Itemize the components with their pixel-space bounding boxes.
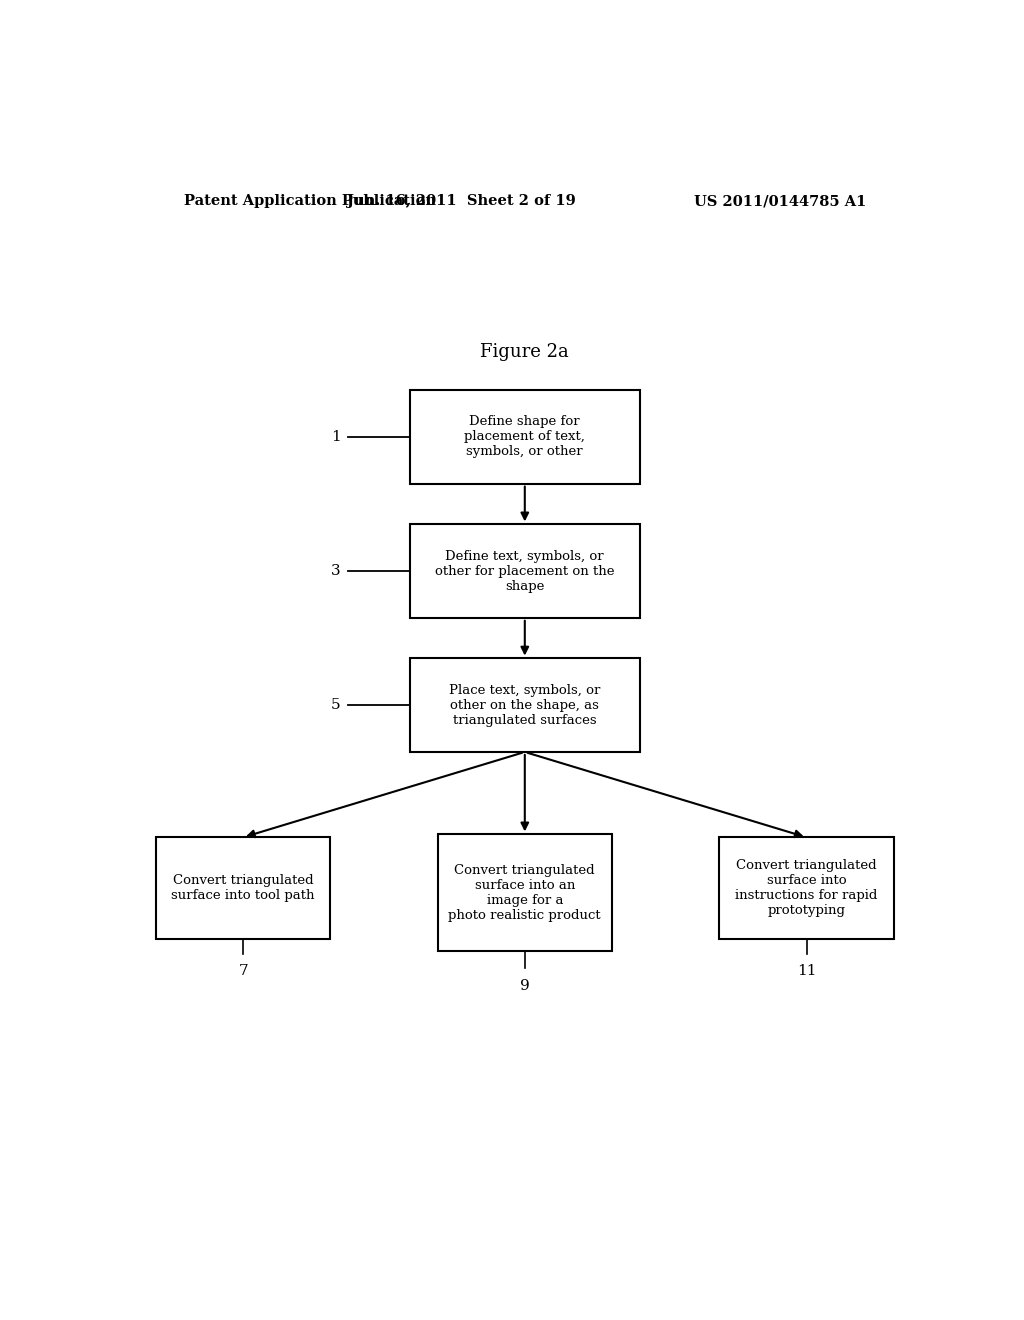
- Text: Patent Application Publication: Patent Application Publication: [183, 194, 435, 209]
- Text: Convert triangulated
surface into an
image for a
photo realistic product: Convert triangulated surface into an ima…: [449, 863, 601, 921]
- Text: Jun. 16, 2011  Sheet 2 of 19: Jun. 16, 2011 Sheet 2 of 19: [347, 194, 575, 209]
- Text: 11: 11: [797, 965, 816, 978]
- FancyBboxPatch shape: [719, 837, 894, 939]
- Text: 3: 3: [331, 564, 341, 578]
- Text: Define shape for
placement of text,
symbols, or other: Define shape for placement of text, symb…: [464, 416, 586, 458]
- FancyBboxPatch shape: [410, 391, 640, 483]
- Text: 1: 1: [331, 430, 341, 444]
- Text: Convert triangulated
surface into tool path: Convert triangulated surface into tool p…: [171, 874, 314, 902]
- Text: Figure 2a: Figure 2a: [480, 342, 569, 360]
- Text: Define text, symbols, or
other for placement on the
shape: Define text, symbols, or other for place…: [435, 549, 614, 593]
- Text: Convert triangulated
surface into
instructions for rapid
prototyping: Convert triangulated surface into instru…: [735, 859, 878, 917]
- FancyBboxPatch shape: [410, 659, 640, 752]
- Text: US 2011/0144785 A1: US 2011/0144785 A1: [693, 194, 866, 209]
- Text: Place text, symbols, or
other on the shape, as
triangulated surfaces: Place text, symbols, or other on the sha…: [450, 684, 600, 727]
- Text: 9: 9: [520, 978, 529, 993]
- Text: 5: 5: [331, 698, 341, 713]
- FancyBboxPatch shape: [156, 837, 331, 939]
- FancyBboxPatch shape: [437, 834, 612, 952]
- Text: 7: 7: [239, 965, 248, 978]
- FancyBboxPatch shape: [410, 524, 640, 618]
